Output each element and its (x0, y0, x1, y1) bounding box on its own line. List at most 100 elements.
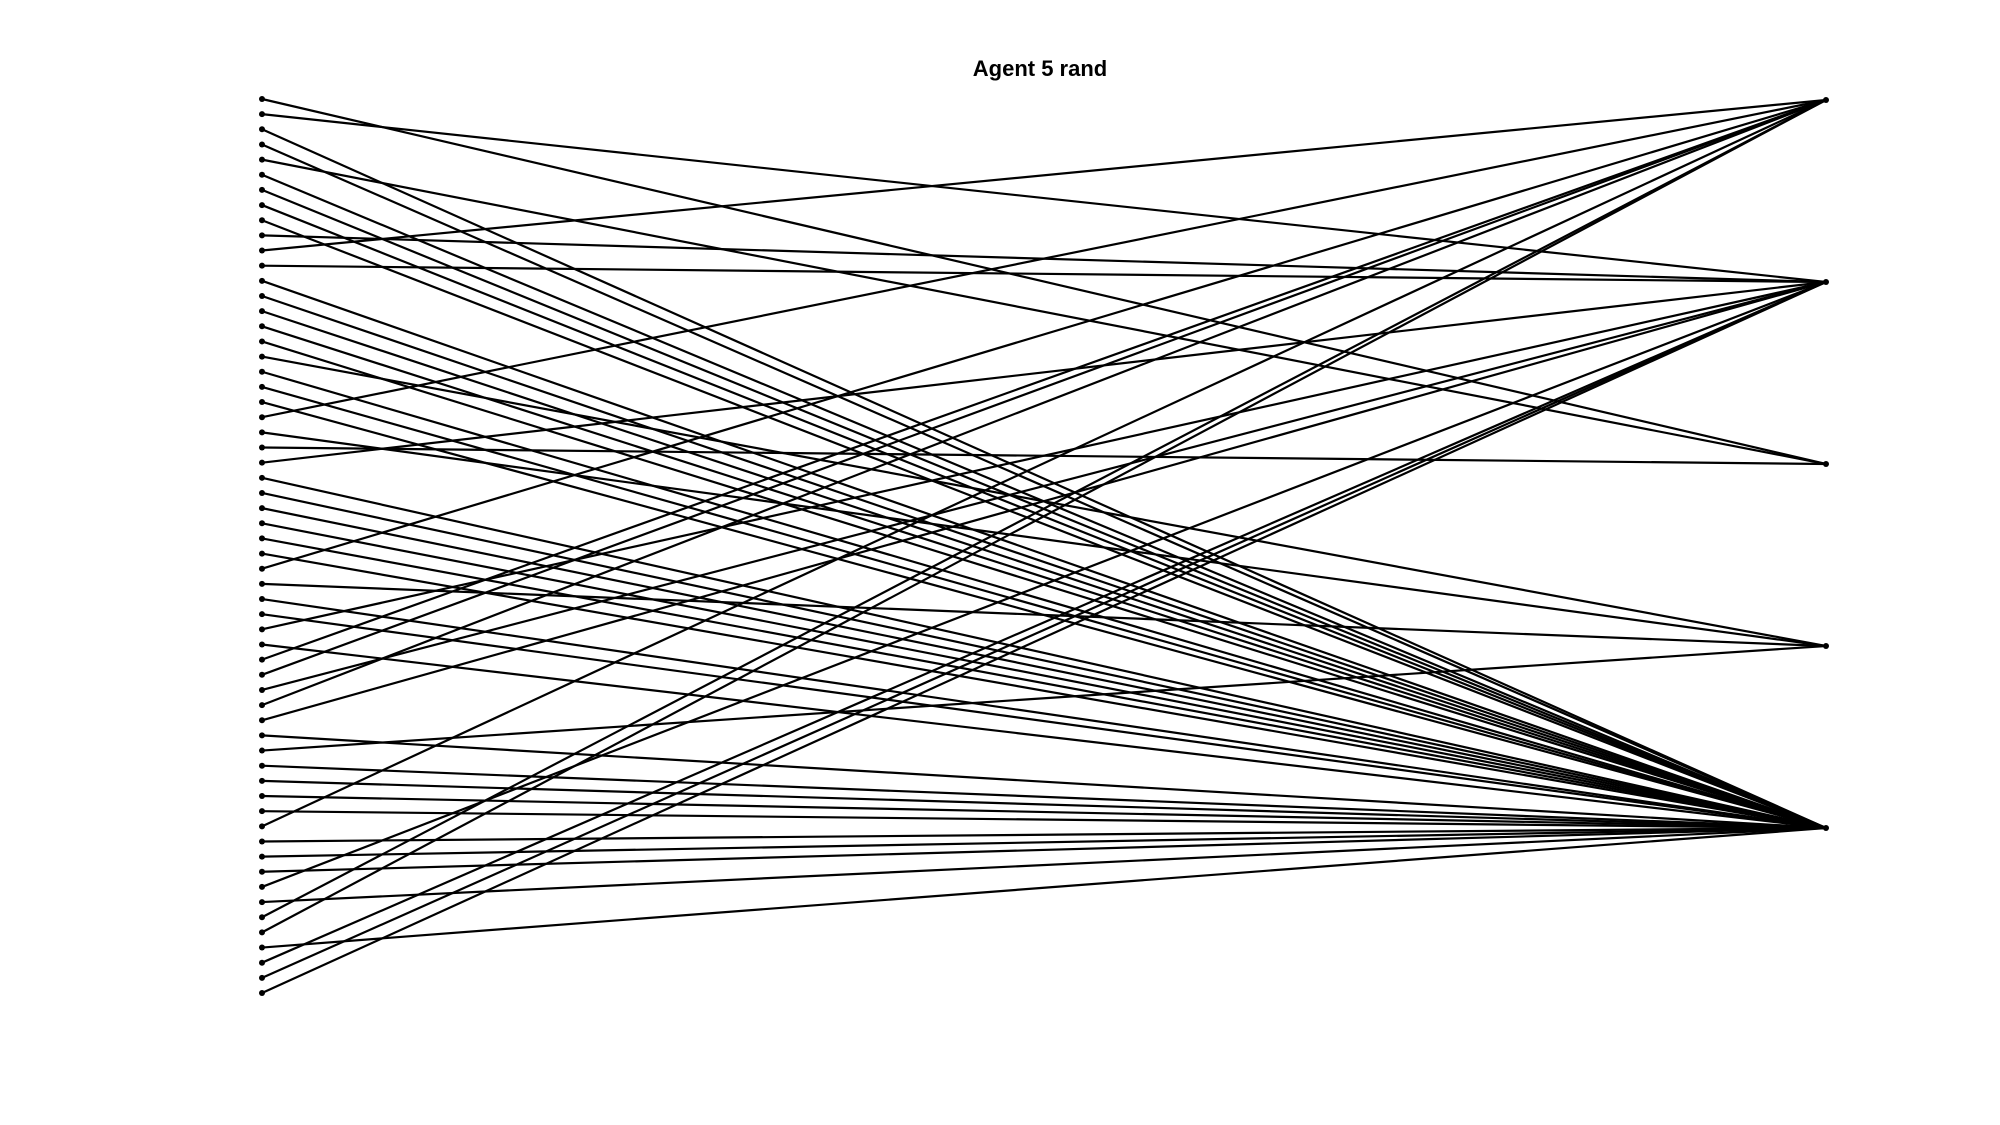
edge-43-3 (261, 644, 1827, 752)
left-node (259, 505, 265, 512)
edge-35-1 (261, 280, 1827, 631)
edge-38-0 (261, 98, 1827, 676)
left-node (259, 520, 265, 527)
edge-26-4 (261, 491, 1827, 830)
left-node (259, 838, 265, 845)
left-node (259, 565, 265, 572)
edge-30-4 (261, 552, 1827, 830)
edge-59-1 (261, 280, 1827, 995)
edge-55-0 (261, 99, 1827, 934)
left-node (259, 444, 265, 451)
left-node (259, 853, 265, 860)
edge-53-4 (261, 826, 1827, 904)
left-node (259, 868, 265, 875)
edge-10-0 (261, 98, 1827, 252)
left-node (259, 247, 265, 254)
left-node (259, 580, 265, 587)
left-node (259, 323, 265, 330)
edge-18-4 (261, 370, 1827, 830)
edge-0-2 (261, 97, 1827, 466)
left-node (259, 186, 265, 193)
left-node (259, 944, 265, 951)
left-node (259, 732, 265, 739)
edge-58-1 (261, 280, 1827, 979)
edge-24-1 (261, 280, 1827, 464)
edge-56-4 (261, 826, 1827, 949)
left-node (259, 883, 265, 890)
edge-57-1 (261, 280, 1827, 964)
left-node (259, 899, 265, 906)
left-node (259, 747, 265, 754)
left-node (259, 96, 265, 102)
left-node (259, 277, 265, 284)
edge-37-0 (261, 98, 1827, 661)
edge-15-4 (261, 325, 1827, 830)
edge-40-0 (261, 98, 1827, 707)
diagram-title: Agent 5 rand (972, 56, 1108, 81)
left-node (259, 399, 265, 406)
left-node (259, 974, 265, 981)
left-node (259, 777, 265, 784)
left-node (259, 823, 265, 830)
left-node (259, 111, 265, 118)
right-node (1823, 97, 1829, 103)
left-node (259, 338, 265, 345)
edge-12-4 (261, 279, 1827, 830)
left-node (259, 126, 265, 133)
left-node (259, 171, 265, 178)
left-node (259, 383, 265, 390)
edge-11-1 (261, 264, 1827, 284)
edge-21-0 (261, 98, 1827, 419)
left-node (259, 262, 265, 269)
edge-1-1 (261, 113, 1827, 284)
left-node (259, 414, 265, 421)
edge-34-4 (261, 613, 1827, 830)
left-node (259, 641, 265, 648)
edge-48-0 (261, 99, 1827, 828)
left-node (259, 929, 265, 936)
left-node (259, 308, 265, 315)
left-node (259, 202, 265, 209)
left-node (259, 353, 265, 360)
edge-27-4 (261, 507, 1827, 830)
edge-52-1 (261, 280, 1827, 888)
left-node (259, 990, 265, 996)
edge-22-3 (261, 431, 1827, 648)
edge-33-4 (261, 597, 1827, 830)
left-node (259, 671, 265, 678)
edge-51-4 (261, 826, 1827, 873)
edge-29-4 (261, 537, 1827, 830)
edge-49-4 (261, 826, 1827, 843)
edge-14-4 (261, 310, 1827, 830)
left-node (259, 232, 265, 239)
edges-layer (261, 97, 1827, 995)
edge-8-4 (261, 219, 1827, 830)
left-node (259, 808, 265, 815)
nodes-layer (259, 96, 1829, 996)
edge-28-4 (261, 522, 1827, 830)
left-node (259, 217, 265, 224)
left-node (259, 959, 265, 966)
left-node (259, 156, 265, 163)
left-node (259, 762, 265, 769)
left-node (259, 793, 265, 800)
edge-50-4 (261, 826, 1827, 858)
left-node (259, 141, 265, 148)
left-node (259, 292, 265, 299)
right-node (1823, 643, 1829, 649)
left-node (259, 611, 265, 618)
edge-36-4 (261, 643, 1827, 830)
left-node (259, 474, 265, 481)
edge-44-4 (261, 764, 1827, 830)
edge-2-4 (261, 128, 1827, 830)
edge-4-2 (261, 158, 1827, 466)
right-node (1823, 825, 1829, 831)
left-node (259, 550, 265, 557)
left-node (259, 702, 265, 709)
right-node (1823, 279, 1829, 285)
edge-19-4 (261, 385, 1827, 830)
left-node (259, 535, 265, 542)
edge-13-4 (261, 294, 1827, 830)
right-node (1823, 461, 1829, 467)
